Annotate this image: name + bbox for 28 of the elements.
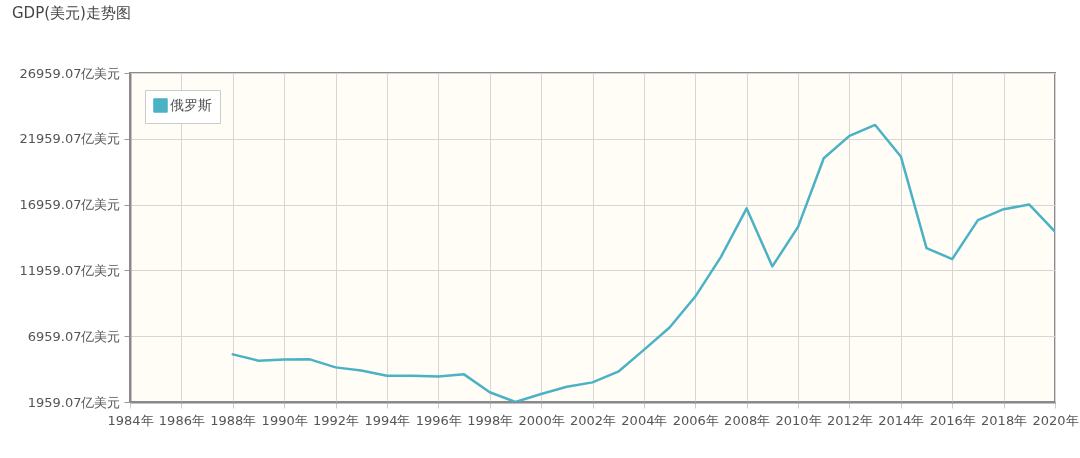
x-tick-label: 2000年 — [518, 412, 565, 428]
x-tick-label: 2002年 — [569, 412, 617, 428]
x-tick-label: 1990年 — [261, 412, 308, 428]
x-tick-label: 1998年 — [467, 412, 514, 428]
x-tick-label: 1996年 — [415, 412, 462, 428]
line-series — [231, 123, 1055, 402]
y-tick-label: 26959.07亿美元 — [19, 65, 121, 81]
x-tick-label: 1986年 — [158, 412, 205, 428]
x-tick-label: 2008年 — [724, 412, 771, 428]
x-tick-label: 1992年 — [313, 412, 360, 428]
y-tick-label: 1959.07亿美元 — [27, 394, 121, 410]
x-tick-label: 2006年 — [672, 412, 719, 428]
x-tick-label: 2010年 — [775, 412, 822, 428]
legend-label: 俄罗斯 — [170, 96, 212, 113]
y-tick-label: 6959.07亿美元 — [27, 328, 121, 344]
y-tick-label: 11959.07亿美元 — [19, 262, 121, 278]
x-tick-label: 2014年 — [878, 412, 925, 428]
x-tick-label: 2018年 — [981, 412, 1028, 428]
x-tick-label: 1994年 — [364, 412, 411, 428]
x-tick-label: 1984年 — [107, 412, 154, 428]
x-tick-label: 2020年 — [1032, 412, 1079, 428]
chart-title: GDP(美元)走势图 — [12, 4, 131, 22]
x-tick-label: 2012年 — [826, 412, 873, 428]
x-tick-label: 2004年 — [621, 412, 668, 428]
y-tick-label: 16959.07亿美元 — [19, 197, 121, 213]
x-tick-label: 1988年 — [210, 412, 257, 428]
y-tick-label: 21959.07亿美元 — [19, 131, 121, 147]
x-tick-label: 2016年 — [929, 412, 976, 428]
